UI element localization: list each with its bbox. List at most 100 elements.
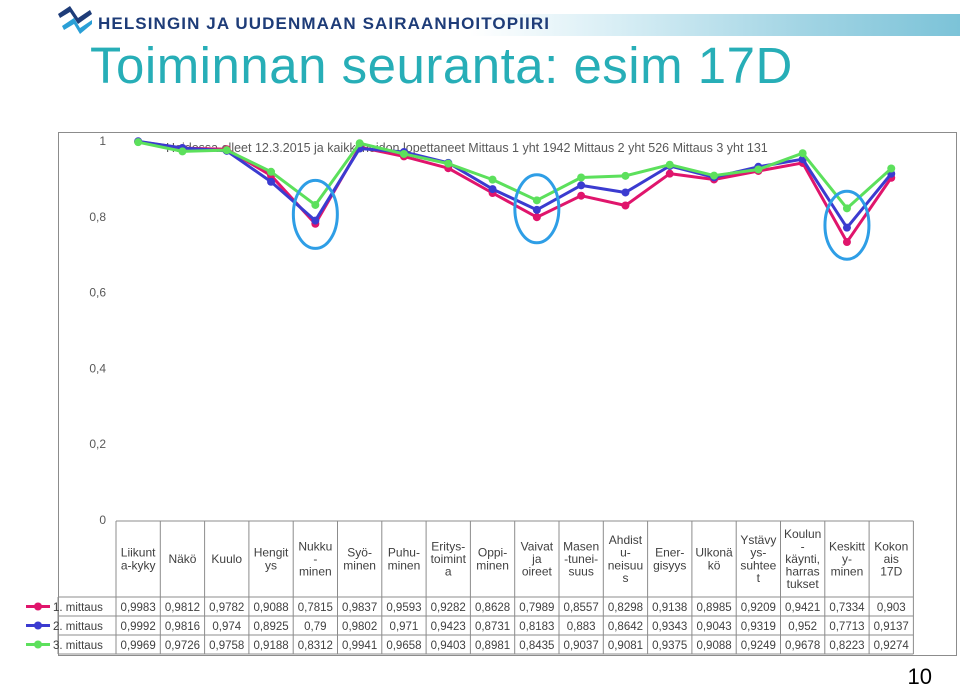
category-label: - <box>801 539 805 553</box>
category-label: t <box>757 571 761 585</box>
data-label: 0,9658 <box>386 640 421 652</box>
data-label: 0,8925 <box>253 621 288 633</box>
y-tick-label: 0,6 <box>89 286 106 300</box>
data-point <box>577 191 586 200</box>
y-tick-label: 0 <box>99 513 106 527</box>
category-label: kö <box>708 558 721 572</box>
data-point <box>532 196 541 205</box>
y-tick-label: 0,4 <box>89 361 106 375</box>
category-label: tukset <box>787 577 820 591</box>
hus-logo-icon <box>58 6 92 34</box>
data-point <box>665 169 674 178</box>
data-label: 0,8557 <box>564 602 599 614</box>
chart-frame <box>58 132 957 656</box>
data-label: 0,9726 <box>165 640 200 652</box>
data-label: 0,9249 <box>741 640 776 652</box>
category-label: -tunei- <box>564 552 598 566</box>
data-label: 0,8628 <box>475 602 510 614</box>
data-label: 0,9043 <box>696 621 731 633</box>
data-label: 0,9812 <box>165 602 200 614</box>
page-title: Toiminnan seuranta: esim 17D <box>90 37 793 94</box>
category-label: Ulkonä <box>695 546 733 560</box>
category-label: käynti, <box>785 552 820 566</box>
data-label: 0,7713 <box>829 621 864 633</box>
data-point <box>267 177 276 186</box>
data-label: 0,903 <box>877 602 906 614</box>
y-tick-label: 0,2 <box>89 437 106 451</box>
data-point <box>887 164 896 173</box>
y-tick-label: 1 <box>99 134 106 148</box>
category-label: minen <box>388 558 421 572</box>
data-point <box>399 149 408 158</box>
category-label: ys <box>265 558 277 572</box>
data-label: 0,883 <box>567 621 596 633</box>
category-label: y- <box>842 552 852 566</box>
category-label: ais <box>884 552 899 566</box>
data-point <box>665 160 674 169</box>
data-point <box>488 185 497 194</box>
data-point <box>178 147 187 156</box>
data-label: 0,9816 <box>165 621 200 633</box>
data-label: 0,9209 <box>741 602 776 614</box>
data-label: 0,9421 <box>785 602 820 614</box>
data-point <box>532 205 541 214</box>
category-label: Oppi- <box>478 546 507 560</box>
category-label: minen <box>299 565 332 579</box>
category-label: gisyys <box>653 558 686 572</box>
y-tick-label: 0,8 <box>89 210 106 224</box>
data-point <box>222 146 231 155</box>
data-label: 0,8731 <box>475 621 510 633</box>
data-label: 0,9081 <box>608 640 643 652</box>
data-label: 0,8223 <box>829 640 864 652</box>
category-label: suhtee <box>740 558 776 572</box>
data-point <box>710 171 719 180</box>
data-point <box>488 175 497 184</box>
data-label: 0,8981 <box>475 640 510 652</box>
data-point <box>444 159 453 168</box>
legend-marker <box>34 621 42 630</box>
category-label: Ener- <box>655 546 684 560</box>
category-label: Ystävy <box>740 533 776 547</box>
data-label: 0,9678 <box>785 640 820 652</box>
page-number: 10 <box>907 664 932 689</box>
data-label: 0,9137 <box>874 621 909 633</box>
category-label: a <box>445 565 452 579</box>
data-label: 0,9274 <box>874 640 910 652</box>
highlight-ellipse <box>291 178 339 250</box>
category-label: Keskitt <box>829 539 866 553</box>
data-label: 0,9983 <box>121 602 156 614</box>
header-bar: HELSINGIN JA UUDENMAAN SAIRAANHOITOPIIRI <box>0 0 960 40</box>
legend-marker <box>34 602 42 611</box>
category-label: Koulun <box>784 527 821 541</box>
data-label: 0,9088 <box>253 602 288 614</box>
data-label: 0,9403 <box>431 640 466 652</box>
category-label: s <box>622 571 628 585</box>
category-label: suus <box>568 565 593 579</box>
y-axis: 1 0,8 0,6 0,4 0,2 0 <box>89 134 106 527</box>
data-label: 0,8435 <box>519 640 554 652</box>
category-label: minen <box>476 558 509 572</box>
data-point <box>842 204 851 213</box>
data-point <box>267 167 276 176</box>
data-label: 0,7989 <box>519 602 554 614</box>
category-label: Puhu- <box>388 546 420 560</box>
category-label: neisuu <box>608 558 643 572</box>
legend-marker <box>34 640 42 649</box>
data-label: 0,9941 <box>342 640 377 652</box>
category-label: Masen <box>563 539 599 553</box>
data-label: 0,9782 <box>209 602 244 614</box>
category-label: Näkö <box>168 552 196 566</box>
category-label: Eritys- <box>431 539 465 553</box>
category-label: oireet <box>522 565 553 579</box>
header-gradient-band <box>470 14 960 36</box>
data-point <box>532 213 541 222</box>
data-point <box>798 149 807 158</box>
category-label: toimint <box>431 552 467 566</box>
data-label: 0,9037 <box>564 640 599 652</box>
highlight-ellipse <box>823 189 871 261</box>
data-label: 0,7334 <box>829 602 865 614</box>
data-point <box>134 138 143 147</box>
data-label: 0,974 <box>212 621 241 633</box>
data-label: 0,9088 <box>696 640 731 652</box>
